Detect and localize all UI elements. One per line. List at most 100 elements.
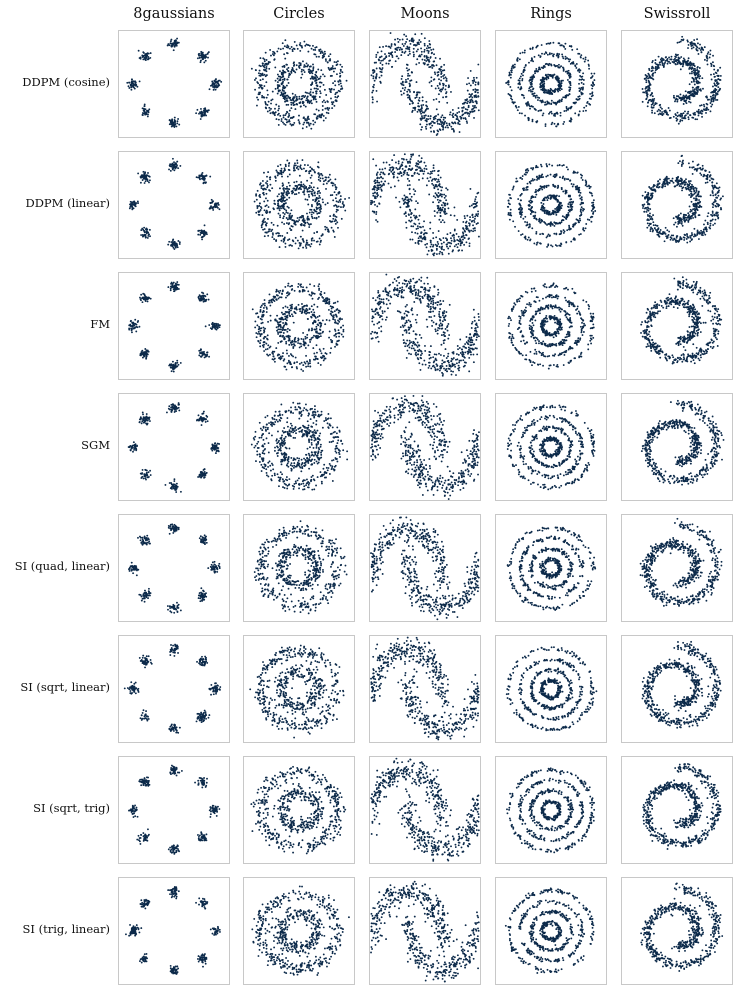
scatter-point xyxy=(278,107,280,110)
scatter-point xyxy=(277,118,280,121)
scatter-point xyxy=(414,217,417,220)
scatter-point xyxy=(672,61,675,64)
scatter-point xyxy=(389,166,392,169)
scatter-point xyxy=(414,106,417,109)
scatter-point xyxy=(542,209,545,212)
scatter-point xyxy=(177,167,180,170)
scatter-point xyxy=(131,81,134,84)
scatter-point xyxy=(309,69,312,72)
scatter-point xyxy=(175,165,178,168)
scatter-point xyxy=(477,63,480,66)
scatter-point xyxy=(264,221,267,223)
scatter-point xyxy=(409,42,412,45)
scatter-point xyxy=(141,235,144,238)
scatter-point xyxy=(284,163,287,166)
scatter-point xyxy=(129,200,132,203)
scatter-point xyxy=(645,94,648,97)
scatter-point xyxy=(517,105,520,108)
scatter-point xyxy=(343,204,345,207)
scatter-point xyxy=(418,105,421,108)
scatter-point xyxy=(273,58,276,61)
scatter-point xyxy=(173,45,176,47)
scatter-point xyxy=(288,112,290,115)
scatter-point xyxy=(403,198,406,201)
scatter-point xyxy=(696,66,699,68)
scatter-point xyxy=(584,179,587,182)
scatter-point xyxy=(381,177,384,180)
scatter-point xyxy=(298,62,301,64)
scatter-point xyxy=(540,44,543,46)
scatter-point xyxy=(332,199,335,202)
scatter-point xyxy=(654,59,657,62)
scatter-point xyxy=(375,75,378,77)
scatter-point xyxy=(316,117,319,120)
scatter-point xyxy=(287,190,290,193)
scatter-point xyxy=(405,158,408,161)
scatter-point xyxy=(266,183,269,185)
scatter-point xyxy=(396,49,399,51)
scatter-point xyxy=(434,87,437,90)
scatter-point xyxy=(174,243,177,246)
scatter-point xyxy=(214,78,217,81)
scatter-point xyxy=(591,208,594,211)
scatter-point xyxy=(524,220,527,223)
scatter-point xyxy=(322,183,325,186)
scatter-point xyxy=(566,229,569,232)
scatter-point xyxy=(562,68,565,71)
scatter-point xyxy=(676,100,679,103)
scatter-point xyxy=(648,89,651,92)
scatter-point xyxy=(282,238,285,241)
scatter-point xyxy=(423,111,426,114)
scatter-point xyxy=(145,175,148,178)
scatter-point xyxy=(568,60,571,63)
scatter-point xyxy=(521,93,524,96)
scatter-point xyxy=(523,96,526,99)
scatter-panel xyxy=(243,30,355,138)
scatter-point xyxy=(197,233,200,236)
scatter-point xyxy=(340,217,343,220)
scatter-point xyxy=(131,201,134,204)
scatter-point xyxy=(432,78,435,81)
scatter-point xyxy=(469,84,472,87)
scatter-point xyxy=(309,122,312,125)
scatter-point xyxy=(443,221,446,224)
scatter-point xyxy=(550,99,553,102)
scatter-point xyxy=(257,72,260,75)
scatter-point xyxy=(284,199,287,202)
scatter-point xyxy=(553,64,556,67)
scatter-point xyxy=(682,94,685,97)
scatter-point xyxy=(281,182,284,185)
scatter-point xyxy=(329,75,332,77)
scatter-point xyxy=(418,96,421,99)
scatter-point xyxy=(316,207,319,210)
scatter-point xyxy=(519,75,522,78)
scatter-point xyxy=(409,192,411,195)
scatter-point xyxy=(376,171,379,174)
scatter-point xyxy=(430,76,433,79)
scatter-point xyxy=(713,68,716,71)
scatter-point xyxy=(398,38,401,41)
scatter-point xyxy=(374,76,377,79)
scatter-point xyxy=(463,236,466,239)
scatter-point xyxy=(473,219,475,222)
scatter-point xyxy=(420,235,422,238)
scatter-point xyxy=(321,54,324,57)
scatter-point xyxy=(468,229,470,232)
scatter-point xyxy=(464,108,467,110)
scatter-point xyxy=(445,237,447,240)
scatter-point xyxy=(458,123,461,126)
scatter-point xyxy=(173,161,175,164)
scatter-point xyxy=(319,90,321,93)
scatter-point xyxy=(558,99,561,102)
scatter-point xyxy=(578,78,581,81)
scatter-point xyxy=(582,57,585,60)
scatter-point xyxy=(582,227,585,230)
scatter-point xyxy=(376,195,379,198)
scatter-point xyxy=(373,61,376,64)
scatter-point xyxy=(557,63,560,66)
scatter-point xyxy=(413,214,415,217)
scatter-point xyxy=(591,215,594,218)
scatter-point xyxy=(285,63,288,66)
scatter-point xyxy=(432,237,435,240)
scatter-point xyxy=(314,73,317,76)
